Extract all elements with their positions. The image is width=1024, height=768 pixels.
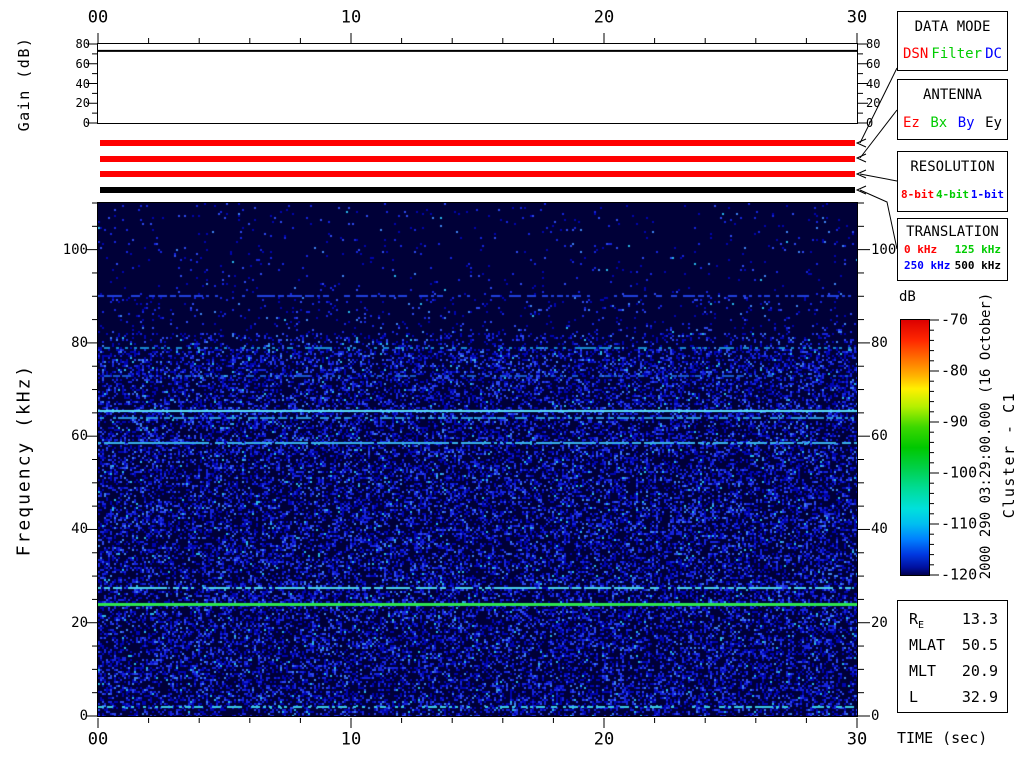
resolution-option-1bit: 1-bit (970, 188, 1004, 201)
freq-ytick-label-right: 40 (871, 521, 888, 538)
data-mode-panel-title: DATA MODE (914, 19, 991, 35)
colorbar-tick-label: -110 (941, 514, 978, 533)
colorbar-db-label: dB (899, 289, 916, 305)
ephemeris-row-mlt: MLT 20.9 (898, 658, 1007, 684)
data-mode-status-bar (100, 140, 855, 146)
ephemeris-label: MLAT (909, 636, 946, 654)
gain-ytick-label: 80 (75, 37, 90, 51)
ephemeris-value: 32.9 (961, 688, 998, 706)
gain-axis-label: Gain (dB) (15, 36, 33, 132)
freq-ytick-label: 0 (79, 708, 88, 724)
gain-ytick-label: 40 (75, 76, 90, 91)
top-time-tick-label: 30 (846, 7, 868, 28)
bottom-time-tick-label: 30 (846, 729, 868, 750)
freq-ytick-label: 80 (71, 334, 88, 351)
freq-ytick-label: 20 (71, 614, 88, 631)
gain-ytick-label-right: 20 (866, 96, 881, 111)
gain-ytick-label-right: 0 (866, 116, 874, 130)
translation-panel: TRANSLATION 0 kHz 125 kHz 250 kHz 500 kH… (897, 218, 1008, 281)
antenna-status-bar (100, 156, 855, 162)
spectrogram-plot (97, 202, 858, 717)
frequency-axis-label: Frequency (kHz) (13, 363, 35, 557)
datetime-label: 2000 290 03:29:00.000 (16 October) (978, 292, 994, 580)
ephemeris-row-l: L 32.9 (898, 684, 1007, 710)
antenna-panel-title: ANTENNA (922, 87, 982, 103)
top-time-tick-label: 20 (593, 7, 615, 28)
freq-ytick-label: 40 (71, 521, 88, 538)
resolution-status-bar (100, 171, 855, 177)
resolution-option-4bit: 4-bit (935, 188, 970, 201)
bottom-time-tick-label: 20 (593, 729, 615, 750)
top-time-tick-label: 00 (87, 7, 109, 28)
time-axis-label: TIME (sec) (897, 729, 988, 747)
freq-ytick-label-right: 100 (871, 241, 897, 258)
colorbar-tick-label: -80 (941, 361, 969, 380)
data-mode-panel: DATA MODE DSN Filter DC (897, 11, 1008, 71)
translation-option-125khz: 125 kHz (954, 243, 1001, 256)
colorbar (900, 319, 930, 576)
freq-ytick-label-right: 0 (871, 708, 880, 724)
gain-ytick-label-right: 60 (866, 56, 881, 71)
resolution-option-8bit: 8-bit (901, 188, 935, 201)
data-mode-option-filter: Filter (931, 46, 982, 62)
data-mode-option-dc: DC (985, 46, 1002, 62)
ephemeris-box: RE 13.3 MLAT 50.5 MLT 20.9 L 32.9 (897, 600, 1008, 713)
spacecraft-label: Cluster - C1 (1000, 391, 1018, 519)
spectrogram-canvas (98, 203, 857, 716)
gain-ytick-label: 60 (75, 56, 90, 71)
colorbar-tick-label: -90 (941, 412, 969, 431)
translation-option-250khz: 250 kHz (904, 259, 951, 272)
translation-panel-title: TRANSLATION (906, 224, 999, 240)
translation-status-bar (100, 187, 855, 193)
freq-ytick-label-right: 80 (871, 334, 888, 351)
gain-ytick-label: 0 (82, 116, 90, 130)
antenna-option-ez: Ez (903, 115, 920, 131)
gain-ytick-label: 20 (75, 96, 90, 111)
ephemeris-value: 13.3 (961, 610, 998, 628)
freq-ytick-label-right: 60 (871, 428, 888, 445)
ephemeris-label: L (909, 688, 919, 706)
ephemeris-row-mlat: MLAT 50.5 (898, 632, 1007, 658)
freq-ytick-label: 100 (62, 241, 88, 258)
colorbar-tick-label: -70 (941, 310, 969, 329)
ephemeris-value: 50.5 (961, 636, 998, 654)
antenna-option-bx: Bx (930, 115, 948, 131)
ephemeris-label: MLT (909, 662, 937, 680)
freq-ytick-label-right: 20 (871, 614, 888, 631)
freq-ytick-label: 60 (71, 428, 88, 445)
ephemeris-value: 20.9 (961, 662, 998, 680)
gain-plot (97, 43, 858, 124)
bottom-time-tick-label: 00 (87, 729, 109, 750)
gain-ytick-label-right: 40 (866, 76, 881, 91)
data-mode-option-dsn: DSN (903, 46, 929, 62)
resolution-panel-title: RESOLUTION (910, 159, 995, 175)
antenna-panel: ANTENNA Ez Bx By Ey (897, 79, 1008, 140)
colorbar-tick-label: -120 (941, 565, 978, 584)
translation-option-500khz: 500 kHz (954, 259, 1001, 272)
translation-option-0khz: 0 kHz (904, 243, 938, 256)
colorbar-tick-label: -100 (941, 463, 978, 482)
antenna-option-ey: Ey (985, 115, 1002, 131)
ephemeris-row-re: RE 13.3 (898, 606, 1007, 632)
top-time-tick-label: 10 (340, 7, 362, 28)
ephemeris-label: RE (909, 610, 925, 631)
gain-ytick-label-right: 80 (866, 37, 881, 51)
resolution-panel: RESOLUTION 8-bit 4-bit 1-bit (897, 151, 1008, 212)
antenna-option-by: By (957, 115, 975, 131)
bottom-time-tick-label: 10 (340, 729, 362, 750)
